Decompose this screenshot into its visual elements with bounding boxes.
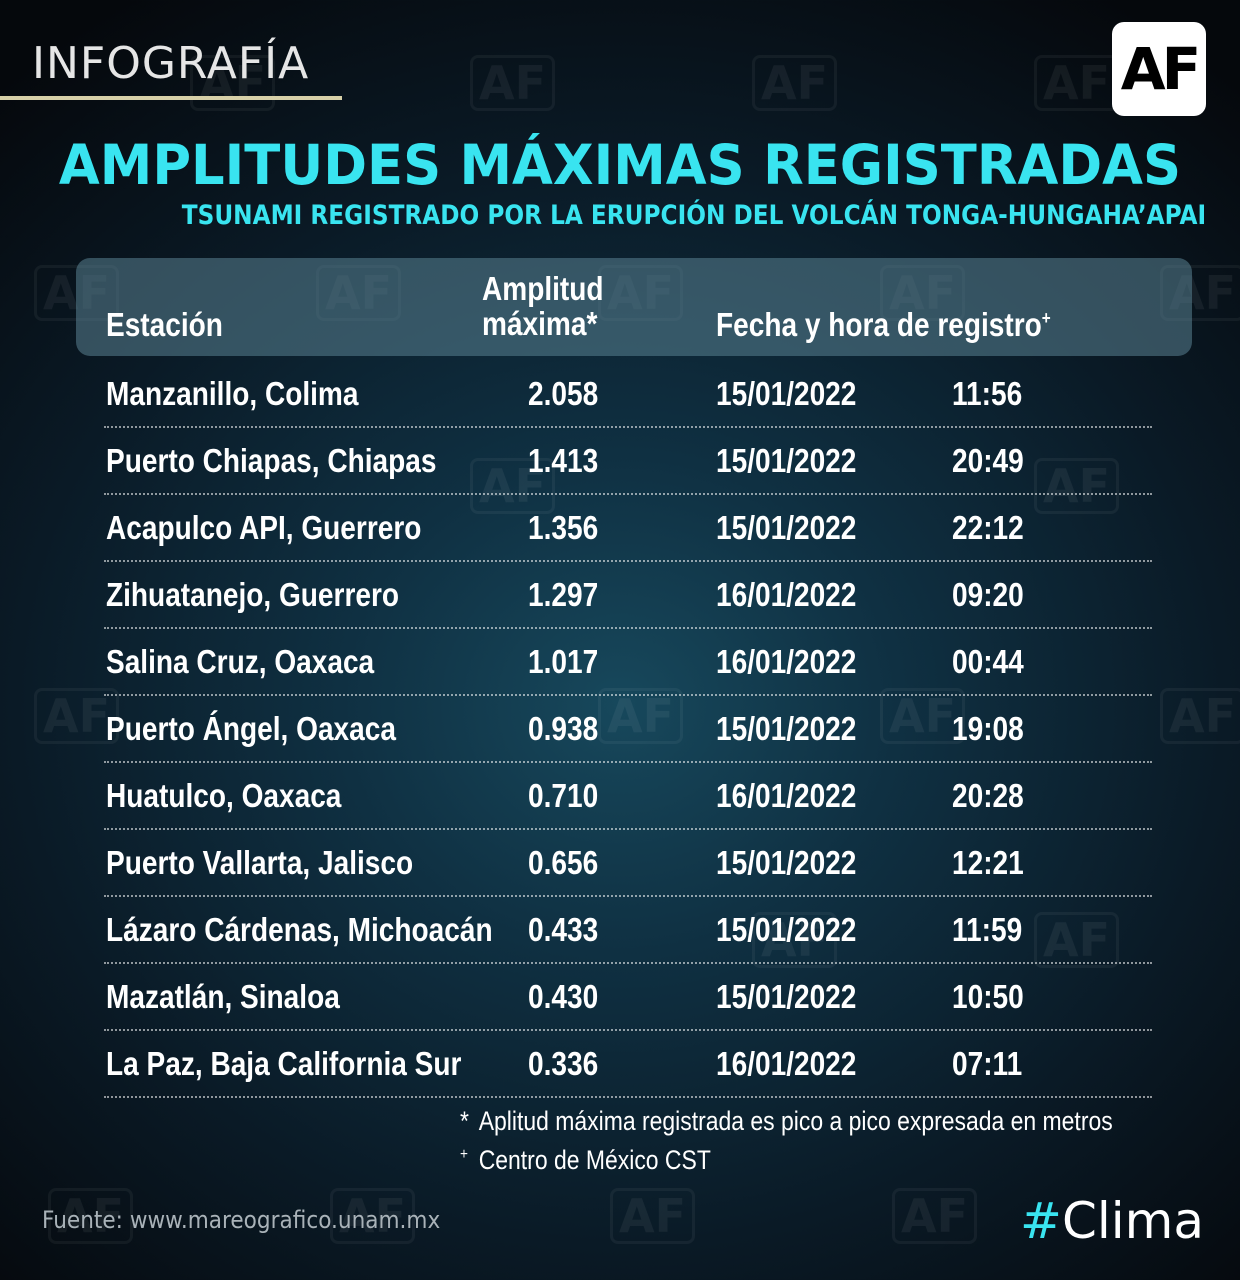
column-header-amplitude-line1: Amplitud [482,270,604,307]
cell-date: 16/01/2022 [716,1045,857,1082]
hashtag-text: Clima [1061,1192,1204,1250]
cell-station: Puerto Vallarta, Jalisco [106,844,414,881]
cell-station: Zihuatanejo, Guerrero [106,576,400,613]
footnote-amplitude: * Aplitud máxima registrada es pico a pic… [460,1106,1113,1137]
table-row: Salina Cruz, Oaxaca 1.017 16/01/2022 00:44 [104,630,1152,696]
footnote-timezone: + Centro de México CST [460,1145,1113,1176]
footnote-text: Centro de México CST [478,1145,711,1175]
footnote-symbol: + [460,1146,468,1163]
source-credit: Fuente: www.mareografico.unam.mx [42,1206,441,1234]
watermark-logo: AF [752,55,838,111]
cell-station: Mazatlán, Sinaloa [106,978,340,1015]
cell-time: 22:12 [952,509,1024,546]
cell-station: Manzanillo, Colima [106,375,359,412]
hashtag: #Clima [1020,1192,1204,1250]
cell-date: 15/01/2022 [716,710,857,747]
cell-time: 09:20 [952,576,1024,613]
cell-time: 20:28 [952,777,1024,814]
watermark-logo: AF [470,55,556,111]
page-subtitle: TSUNAMI REGISTRADO POR LA ERUPCIÓN DEL V… [181,200,1206,231]
cell-date: 16/01/2022 [716,643,857,680]
header-underline [0,96,342,100]
cell-date: 15/01/2022 [716,911,857,948]
cell-date: 15/01/2022 [716,844,857,881]
cell-amplitude: 0.433 [528,911,599,948]
cell-time: 00:44 [952,643,1024,680]
cell-station: Lázaro Cárdenas, Michoacán [106,911,493,948]
column-header-amplitude-line2: máxima* [482,304,598,342]
cell-time: 07:11 [952,1045,1023,1082]
cell-amplitude: 0.710 [528,777,599,814]
column-header-datetime-mark: + [1041,308,1051,328]
column-header-station: Estación [106,306,223,343]
footnote-text: Aplitud máxima registrada es pico a pico… [478,1106,1113,1136]
cell-date: 15/01/2022 [716,442,857,479]
page-title: AMPLITUDES MÁXIMAS REGISTRADAS [58,133,1182,197]
column-header-datetime-text: Fecha y hora de registro [716,306,1042,343]
cell-amplitude: 1.356 [528,509,599,546]
footnotes: * Aplitud máxima registrada es pico a pic… [460,1106,1228,1184]
table-row: Puerto Chiapas, Chiapas 1.413 15/01/2022 20… [104,429,1152,495]
watermark-logo: AF [1034,55,1120,111]
table-row: Huatulco, Oaxaca 0.710 16/01/2022 20:28 [104,764,1152,830]
table-row: Puerto Ángel, Oaxaca 0.938 15/01/2022 19:08 [104,697,1152,763]
cell-amplitude: 0.938 [528,710,599,747]
cell-amplitude: 0.430 [528,978,599,1015]
table-row: Zihuatanejo, Guerrero 1.297 16/01/2022 09:2… [104,563,1152,629]
table-header: Estación Amplitud máxima* Fecha y hora d… [76,258,1192,356]
table-row: Lázaro Cárdenas, Michoacán 0.433 15/01/202… [104,898,1152,964]
cell-station: Puerto Chiapas, Chiapas [106,442,437,479]
hashtag-symbol: # [1020,1192,1062,1250]
af-logo: AF [1112,22,1206,116]
watermark-logo: AF [610,1188,696,1244]
cell-date: 16/01/2022 [716,576,857,613]
cell-date: 16/01/2022 [716,777,857,814]
cell-amplitude: 2.058 [528,375,599,412]
cell-date: 15/01/2022 [716,375,857,412]
cell-amplitude: 0.336 [528,1045,599,1082]
cell-time: 19:08 [952,710,1024,747]
cell-date: 15/01/2022 [716,509,857,546]
cell-station: Puerto Ángel, Oaxaca [106,710,396,747]
cell-time: 11:56 [952,375,1023,412]
cell-date: 15/01/2022 [716,978,857,1015]
data-table: Manzanillo, Colima 2.058 15/01/2022 11:56 Pu… [104,362,1152,1099]
column-header-datetime: Fecha y hora de registro+ [716,306,1051,343]
cell-station: Huatulco, Oaxaca [106,777,342,814]
cell-amplitude: 0.656 [528,844,599,881]
cell-station: Acapulco API, Guerrero [106,509,422,546]
table-row: Mazatlán, Sinaloa 0.430 15/01/2022 10:50 [104,965,1152,1031]
cell-station: Salina Cruz, Oaxaca [106,643,375,680]
table-row: Acapulco API, Guerrero 1.356 15/01/2022 22:… [104,496,1152,562]
cell-time: 20:49 [952,442,1024,479]
watermark-logo: AF [892,1188,978,1244]
cell-station: La Paz, Baja California Sur [106,1045,462,1082]
column-header-amplitude: Amplitud máxima* [482,270,604,342]
footnote-symbol: * [460,1106,469,1136]
cell-amplitude: 1.297 [528,576,599,613]
infographic-label: INFOGRAFÍA [32,38,310,89]
cell-time: 10:50 [952,978,1024,1015]
cell-amplitude: 1.017 [528,643,599,680]
cell-time: 12:21 [952,844,1024,881]
cell-time: 11:59 [952,911,1023,948]
cell-amplitude: 1.413 [528,442,599,479]
table-row: La Paz, Baja California Sur 0.336 16/01/20… [104,1032,1152,1098]
table-row: Puerto Vallarta, Jalisco 0.656 15/01/2022 1… [104,831,1152,897]
table-row: Manzanillo, Colima 2.058 15/01/2022 11:56 [104,362,1152,428]
watermark-logo: AF [1160,688,1240,744]
